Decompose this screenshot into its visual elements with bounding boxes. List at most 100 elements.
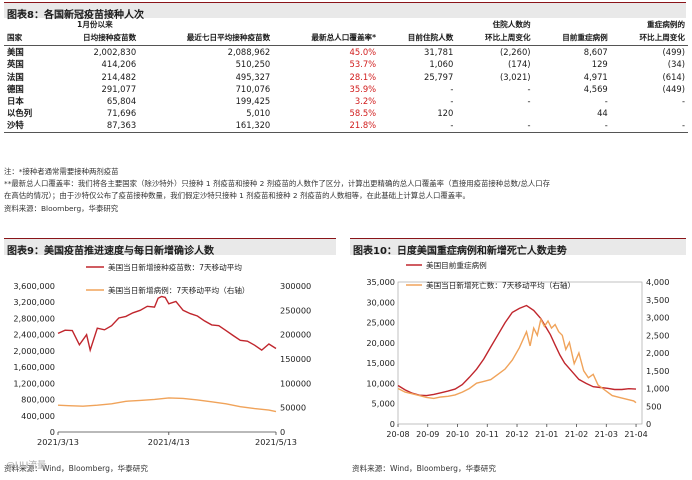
severe-change-cell: -: [681, 96, 685, 107]
table-row: 以色列 71,696 5,010 58.5% 120 44: [4, 107, 688, 119]
severe-change-cell: (614): [662, 71, 685, 82]
figure10-legend: 美国目前重症病例 美国当日新增死亡数：7天移动平均（右轴）: [406, 260, 575, 290]
coverage-cell: 45.0%: [349, 47, 377, 58]
table-row: 沙特 87,363 161,320 21.8% - - - -: [4, 119, 688, 133]
coverage-cell: 3.2%: [354, 96, 377, 107]
seven-cell: 710,076: [235, 83, 271, 94]
y-tick-label-left: 20,000: [366, 338, 395, 348]
y-tick-label-right: 0: [646, 419, 651, 429]
y-tick-label-left: 0: [390, 419, 395, 429]
x-tick-label: 20-09: [416, 430, 439, 439]
country-cell: 英国: [7, 59, 24, 70]
vaccination-table: 1月份以来 住院人数的 重症病例的 国家 日均接种疫苗数 最近七日平均接种疫苗数…: [4, 19, 688, 133]
daily-cell: 65,804: [106, 96, 137, 107]
severe-cell: 4,971: [583, 71, 608, 82]
coverage-cell: 21.8%: [273, 119, 380, 133]
y-tick-label-right: 3,500: [646, 295, 669, 305]
y-tick-label-left: 1,600,000: [13, 362, 55, 372]
y-tick-label-right: 50000: [280, 403, 306, 413]
watermark: @UU流量: [6, 461, 47, 471]
hosp-cell: 25,797: [424, 71, 454, 82]
severe-cell: 44: [597, 108, 608, 119]
table-row: 法国 214,482 495,327 28.1% 25,797 (3,021) …: [4, 71, 688, 83]
x-tick-label: 21-01: [535, 430, 558, 439]
table-row: 英国 414,206 510,250 53.7% 1,060 (174) 129…: [4, 58, 688, 70]
y-tick-label-right: 3,000: [646, 313, 669, 323]
legend-label-severe: 美国目前重症病例: [426, 260, 487, 270]
figure9-chart: 0 400,000 800,000 1,200,000 1,600,000 2,000,0…: [13, 262, 311, 447]
daily-cell: 291,077: [101, 83, 137, 94]
x-tick-label: 20-10: [446, 430, 469, 439]
header-since-jan: 1月份以来: [77, 20, 113, 30]
country-cell: 美国: [7, 47, 24, 58]
seven-cell: 495,327: [235, 71, 271, 82]
country-cell: 德国: [7, 83, 24, 94]
x-tick-label: 21-03: [595, 430, 618, 439]
figure9-title: 图表9：美国疫苗推进速度与每日新增确诊人数: [7, 246, 214, 257]
x-tick-label: 21-04: [624, 430, 647, 439]
table-source: 资料来源：Bloomberg，华泰研究: [4, 204, 119, 213]
figure10-source: 资料来源：Wind，Bloomberg，华泰研究: [352, 464, 496, 473]
coverage-cell: 58.5%: [349, 108, 377, 119]
header-country: 国家: [4, 31, 51, 47]
severe-cell: 4,569: [583, 83, 608, 94]
y-tick-label-right: 1,500: [646, 366, 669, 376]
series-line-severe: [397, 304, 637, 397]
table-row: 德国 291,077 710,076 35.9% - - 4,569 (449): [4, 83, 688, 95]
plot-frame: [397, 281, 643, 425]
daily-cell: 87,363: [50, 119, 140, 133]
daily-cell: 414,206: [101, 59, 137, 70]
hosp-change-cell: [456, 107, 533, 119]
y-tick-label-left: 0: [50, 427, 55, 437]
y-tick-label-right: 150000: [280, 354, 311, 364]
seven-cell: 5,010: [246, 108, 271, 119]
y-tick-label-left: 2,800,000: [13, 313, 55, 323]
y-tick-label-right: 2,500: [646, 330, 669, 340]
table-row: 日本 65,804 199,425 3.2% - - - -: [4, 95, 688, 107]
seven-cell: 510,250: [235, 59, 271, 70]
y-tick-label-left: 3,600,000: [13, 281, 55, 291]
figure9-source: 资料来源：Wind，Bloomberg，华泰研究: [4, 464, 148, 473]
table-note-1: 注：*接种者通常需要接种两剂疫苗: [4, 167, 119, 176]
country-cell: 日本: [7, 96, 24, 107]
x-tick-label: 20-12: [505, 430, 528, 439]
y-tick-label-left: 2,000,000: [13, 346, 55, 356]
severe-cell: -: [604, 96, 608, 107]
x-tick-label: 2021/4/13: [148, 437, 190, 447]
table-note-3: 在高估的情况）；由于沙特仅公布了疫苗接种数量，我们假定沙特只接种 1 剂疫苗和接…: [4, 191, 470, 200]
country-cell: 以色列: [7, 108, 33, 119]
series-line-vaccine: [57, 295, 277, 353]
series-line-cases: [57, 397, 277, 413]
y-tick-label-right: 2,000: [646, 348, 669, 358]
header-daily: 日均接种疫苗数: [50, 31, 140, 47]
header-hosp: 目前住院人数: [379, 31, 457, 47]
y-tick-label-left: 800,000: [21, 395, 55, 405]
y-tick-label-left: 3,200,000: [13, 297, 55, 307]
header-coverage: 最新总人口覆盖率*: [273, 31, 380, 47]
hosp-change-cell: -: [527, 96, 531, 107]
y-tick-label-right: 200000: [280, 330, 311, 340]
hosp-cell: -: [379, 119, 457, 133]
hosp-change-cell: (174): [508, 59, 531, 70]
y-tick-label-right: 1,000: [646, 384, 669, 394]
seven-cell: 161,320: [139, 119, 274, 133]
daily-cell: 71,696: [106, 108, 137, 119]
x-tick-label: 2021/5/13: [255, 437, 297, 447]
legend-label-deaths: 美国当日新增死亡数：7天移动平均（右轴）: [426, 280, 575, 290]
figure10-title: 图表10：日度美国重症病例和新增死亡人数走势: [353, 246, 567, 257]
header-severe-top: 重症病例的: [647, 20, 685, 30]
figure9-legend: 美国当日新增接种疫苗数：7天移动平均 美国当日新增病例：7天移动平均（右轴）: [86, 262, 250, 295]
series-line-deaths: [397, 317, 637, 404]
y-tick-label-right: 300000: [280, 281, 311, 291]
table-note-2: **最新总人口覆盖率：我们将各主要国家（除沙特外）只接种 1 剂疫苗和接种 2 …: [4, 179, 551, 188]
legend-label-cases: 美国当日新增病例：7天移动平均（右轴）: [108, 285, 250, 295]
y-tick-label-right: 500: [646, 401, 662, 411]
seven-cell: 2,088,962: [227, 47, 271, 58]
header-seven: 最近七日平均接种疫苗数: [139, 31, 274, 47]
figure8-title-bar: 图表8：各国新冠疫苗接种人次: [4, 2, 686, 21]
hosp-cell: -: [450, 83, 454, 94]
severe-change-cell: (499): [662, 47, 685, 58]
y-tick-label-left: 35,000: [366, 277, 395, 287]
x-tick-label: 21-02: [565, 430, 588, 439]
daily-cell: 2,002,830: [93, 47, 137, 58]
